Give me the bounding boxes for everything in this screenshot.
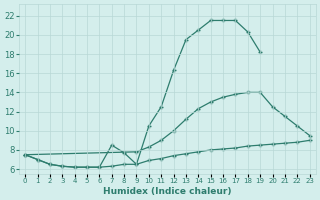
X-axis label: Humidex (Indice chaleur): Humidex (Indice chaleur) (103, 187, 232, 196)
